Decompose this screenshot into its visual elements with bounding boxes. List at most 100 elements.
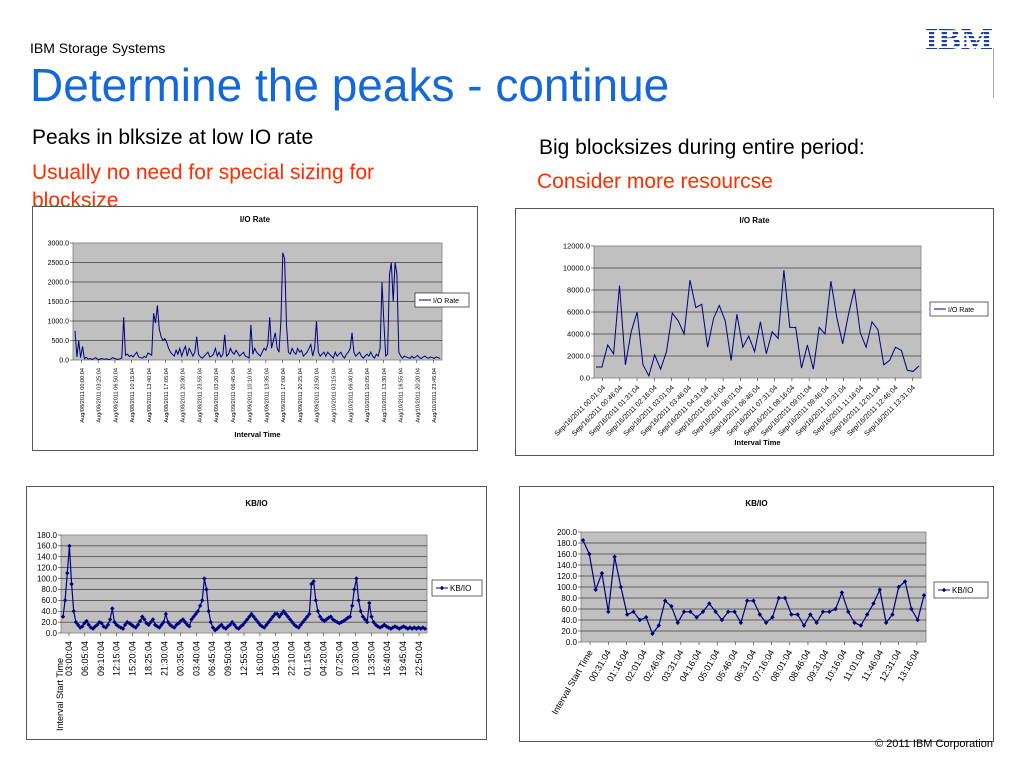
data-point <box>606 609 611 614</box>
data-point <box>618 584 624 590</box>
x-tick-label: Aug/09/2011 20:25:04 <box>298 368 304 423</box>
data-point <box>681 609 687 614</box>
data-point <box>827 609 832 614</box>
x-tick-label: 07:25:04 <box>334 641 344 676</box>
y-tick-label: 60.0 <box>41 596 57 605</box>
y-tick-label: 8000.0 <box>567 286 590 295</box>
x-tick-label: 10:30:04 <box>350 641 360 676</box>
data-point <box>763 620 769 625</box>
y-tick-label: 60.0 <box>561 605 577 614</box>
y-tick-label: 20.0 <box>561 627 577 636</box>
x-tick-label: 00:35:04 <box>175 641 185 676</box>
x-tick-label: Aug/10/2011 13:30:04 <box>382 368 388 423</box>
y-tick-label: 100.0 <box>37 574 58 583</box>
data-point <box>155 624 160 629</box>
chart-title: I/O Rate <box>240 215 271 224</box>
y-tick-label: 6000.0 <box>567 308 590 317</box>
right-heading: Big blocksizes during entire period: <box>539 136 865 159</box>
data-point <box>80 624 85 629</box>
y-tick-label: 180.0 <box>37 531 58 540</box>
y-tick-label: 0.0 <box>580 374 590 383</box>
series-line <box>74 252 441 361</box>
x-tick-label: 12:15:04 <box>112 641 122 676</box>
data-point <box>833 606 838 612</box>
x-tick-label: 18:25:04 <box>144 641 154 676</box>
legend-label: KB/IO <box>450 584 471 593</box>
data-point <box>688 609 693 614</box>
x-tick-label: Aug/08/2011 23:55:04 <box>197 368 203 423</box>
x-tick-label: Aug/08/2011 13:40:04 <box>147 368 153 423</box>
data-point <box>795 612 800 617</box>
data-point <box>101 624 106 629</box>
y-tick-label: 80.0 <box>561 594 577 603</box>
x-tick-label: Aug/09/2011 13:35:04 <box>264 368 270 423</box>
x-tick-label: 09:50:04 <box>223 641 233 676</box>
x-tick-label: Aug/08/2011 17:05:04 <box>164 368 170 423</box>
data-point <box>643 615 649 620</box>
y-tick-label: 12000.0 <box>563 242 590 251</box>
y-tick-label: 120.0 <box>37 563 58 572</box>
ibm-logo-text: IBM <box>925 24 993 52</box>
chart-title: KB/IO <box>245 499 267 508</box>
x-tick-label: Aug/08/2011 03:25:04 <box>97 368 103 423</box>
data-point <box>255 619 261 625</box>
data-point <box>234 625 239 630</box>
y-tick-label: 3000.0 <box>48 240 70 247</box>
x-tick-label: Aug/08/2011 20:30:04 <box>181 368 187 423</box>
x-tick-label: 09:10:04 <box>96 641 106 676</box>
data-point <box>341 618 346 624</box>
y-tick-label: 0.0 <box>59 357 69 364</box>
data-point <box>814 620 819 625</box>
data-point <box>137 618 143 624</box>
data-point <box>110 606 115 611</box>
x-tick-label: 22:50:04 <box>414 641 424 676</box>
data-point <box>770 615 775 620</box>
series-line <box>596 270 920 378</box>
x-tick-label: Aug/08/2011 10:15:04 <box>130 368 136 423</box>
data-point <box>864 612 870 617</box>
x-tick-label: 16:40:04 <box>382 641 392 676</box>
y-tick-label: 160.0 <box>557 550 578 559</box>
y-tick-label: 20.0 <box>41 618 57 627</box>
x-axis-label: Interval Time <box>734 438 780 447</box>
data-point <box>580 538 586 543</box>
legend-box <box>414 292 470 308</box>
data-point <box>88 625 94 630</box>
y-tick-label: 0.0 <box>46 629 58 638</box>
data-point <box>612 554 617 559</box>
data-point <box>631 609 636 614</box>
data-point <box>599 571 605 576</box>
data-point <box>852 620 857 625</box>
data-point <box>266 619 271 625</box>
data-point <box>694 615 699 620</box>
y-tick-label: 120.0 <box>557 572 578 581</box>
x-tick-label: Aug/09/2011 06:45:04 <box>231 368 237 423</box>
x-tick-label: 12:55:04 <box>239 641 249 676</box>
y-axis-label: Interval Start Time <box>55 658 65 731</box>
legend-label: I/O Rate <box>433 298 459 305</box>
y-tick-label: 100.0 <box>557 583 578 592</box>
chart-svg: KB/IO0.020.040.060.080.0100.0120.0140.01… <box>550 499 989 716</box>
data-point <box>71 609 76 614</box>
data-point <box>375 624 381 629</box>
x-tick-label: 19:45:04 <box>398 641 408 676</box>
y-tick-label: 4000.0 <box>567 330 590 339</box>
x-tick-label: Aug/10/2011 20:20:04 <box>415 368 421 423</box>
x-tick-label: 06:45:04 <box>207 641 217 676</box>
x-tick-label: 15:20:04 <box>128 641 138 676</box>
data-point <box>637 617 643 623</box>
x-tick-label: Aug/09/2011 03:20:04 <box>214 368 220 423</box>
data-point <box>172 625 177 630</box>
plot-area <box>60 534 428 634</box>
y-tick-label: 140.0 <box>557 561 578 570</box>
y-tick-label: 2000.0 <box>48 279 70 286</box>
chart-svg: KB/IO0.020.040.060.080.0100.0120.0140.01… <box>37 499 483 731</box>
data-point <box>367 600 372 606</box>
data-point <box>776 595 781 601</box>
data-point <box>732 609 737 614</box>
x-tick-label: Aug/10/2011 16:55:04 <box>399 368 405 423</box>
page-title: Determine the peaks - continue <box>30 59 670 111</box>
chart-io-rate-aug: I/O Rate 0.0 500.0 1000.0 1500.0 2000.0 2500.0… <box>32 206 478 451</box>
data-point <box>354 576 359 581</box>
data-point <box>650 631 655 636</box>
